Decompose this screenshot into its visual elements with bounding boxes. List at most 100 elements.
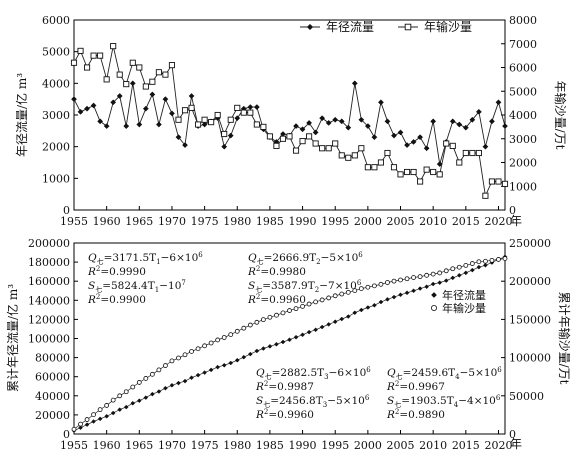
x-tick-label: 2020 [484,215,512,228]
regression-annotation: Q七=2666.9T2−5×106R2=0.9980S七=3587.9T2−7×… [247,251,363,306]
data-point [221,143,228,150]
legend-item: 年径流量 [431,288,486,302]
regression-equation: Q七=3171.5T1−6×106 [88,251,203,266]
data-point [404,142,410,149]
data-point [378,299,384,305]
data-point [443,278,449,283]
data-point [293,306,299,312]
data-point [410,138,417,145]
data-point [189,349,194,354]
legend-item: 年输沙量 [398,19,472,34]
data-point [299,126,306,133]
data-point [169,382,175,388]
y-left-axis-label: 年径流量/亿 m³ [14,73,29,157]
x-tick-label: 2000 [354,215,382,228]
data-point [351,152,358,159]
r-squared: R2=0.9987 [255,380,314,393]
data-point [456,264,462,270]
regression-equation: S七=2456.8T3−5×106 [256,394,370,409]
data-point [273,142,280,149]
data-point [319,297,325,303]
data-point [313,327,318,333]
data-point [417,134,424,141]
data-point [227,116,234,123]
regression-equation: S七=5824.4T1−107 [88,279,186,294]
plot-frame [73,19,506,211]
data-point [385,280,390,285]
data-point [195,372,201,378]
data-point [234,104,241,111]
data-point [482,192,489,199]
y-right-tick-label: 50000 [509,390,544,403]
data-point [397,129,404,136]
data-point [143,395,149,400]
data-point [424,284,429,290]
data-point [488,178,495,185]
data-point [241,325,247,331]
data-point [332,116,339,123]
y-left-tick-label: 200000 [28,237,70,250]
data-point [247,322,253,328]
data-point [502,256,508,261]
x-tick-label: 2000 [354,439,382,452]
data-point [377,99,384,106]
data-point [404,290,410,296]
data-point [129,80,136,87]
x-tick-label: 2005 [387,215,415,228]
y-right-tick-label: 0 [509,204,516,217]
data-point [136,64,143,71]
y-left-axis-label: 累计年径流量/亿 m³ [5,284,20,392]
data-point [431,292,437,298]
data-point [398,292,403,298]
data-point [475,149,482,157]
data-point [377,159,384,166]
data-point [123,81,130,88]
data-point [104,403,110,408]
y-left-tick-label: 4000 [42,77,70,90]
data-point [221,335,227,340]
data-point [84,64,91,71]
data-point [228,360,234,366]
data-point [97,118,104,125]
data-point [423,166,430,173]
data-point [385,296,390,302]
data-point [195,121,202,128]
data-point [123,389,129,395]
data-point [469,261,475,266]
data-point [221,130,228,138]
data-point [365,284,371,290]
data-point [436,161,443,168]
data-point [338,118,345,125]
x-tick-label: 1995 [321,215,349,228]
data-point [169,110,175,117]
data-point [241,354,247,360]
data-point [312,129,319,136]
y-right-axis-label: 年输沙量/万t [553,81,568,150]
data-point [91,419,96,424]
data-point [176,380,181,386]
data-point [469,116,476,123]
data-point [227,132,234,139]
legend-label: 年径流量 [326,20,374,34]
data-point [430,271,436,277]
data-point [136,398,142,404]
data-point [475,108,482,115]
data-point [202,370,207,375]
data-point [364,164,371,171]
regression-annotation: Q七=3171.5T1−6×106R2=0.9990S七=5824.4T1−10… [87,251,203,306]
data-point [462,124,469,131]
data-point [449,142,456,149]
data-point [332,293,338,299]
regression-annotation: Q七=2459.6T4−5×106R2=0.9967S七=1903.5T4−4×… [386,366,502,421]
data-point [417,178,424,185]
data-point [378,281,384,287]
y-left-tick-label: 160000 [28,275,70,288]
x-tick-label: 1955 [60,439,88,452]
y-right-tick-label: 2000 [509,157,537,170]
x-tick-label: 1990 [289,439,317,452]
data-point [168,62,176,69]
y-left-tick-label: 0 [63,428,70,441]
y-right-tick-label: 4000 [509,109,537,122]
data-point [149,78,156,85]
data-point [202,343,208,349]
